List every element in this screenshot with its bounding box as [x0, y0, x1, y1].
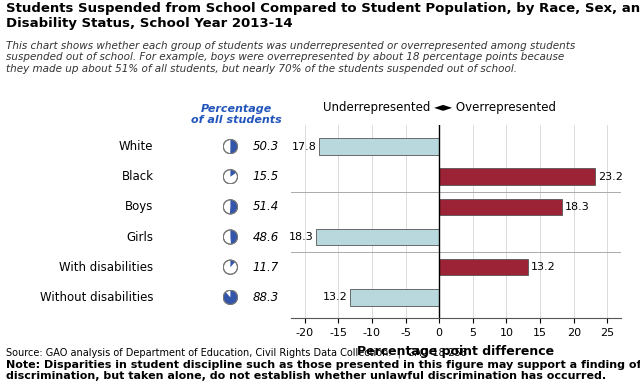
Text: 23.2: 23.2: [598, 172, 623, 182]
Wedge shape: [230, 200, 237, 214]
Text: 11.7: 11.7: [253, 261, 279, 274]
Bar: [316, 229, 439, 245]
Text: Girls: Girls: [127, 230, 154, 244]
Bar: [350, 289, 439, 306]
Text: 48.6: 48.6: [253, 230, 279, 244]
Circle shape: [223, 290, 237, 305]
Text: 18.3: 18.3: [289, 232, 314, 242]
Text: 15.5: 15.5: [253, 170, 279, 183]
Text: 13.2: 13.2: [531, 262, 556, 272]
Text: 18.3: 18.3: [565, 202, 589, 212]
Bar: [439, 259, 528, 276]
Bar: [319, 138, 439, 155]
Text: Underrepresented ◄► Overrepresented: Underrepresented ◄► Overrepresented: [323, 101, 556, 114]
Text: White: White: [119, 140, 154, 153]
Text: This chart shows whether each group of students was underrepresented or overrepr: This chart shows whether each group of s…: [6, 41, 575, 74]
Text: With disabilities: With disabilities: [60, 261, 154, 274]
Text: 17.8: 17.8: [292, 142, 317, 152]
Text: 13.2: 13.2: [323, 292, 348, 302]
Text: 51.4: 51.4: [253, 200, 279, 213]
Circle shape: [223, 139, 237, 154]
Text: Students Suspended from School Compared to Student Population, by Race, Sex, and: Students Suspended from School Compared …: [6, 2, 640, 30]
X-axis label: Percentage point difference: Percentage point difference: [357, 345, 555, 358]
Wedge shape: [230, 170, 236, 177]
Text: 88.3: 88.3: [253, 291, 279, 304]
Wedge shape: [230, 230, 237, 244]
Text: Percentage
of all students: Percentage of all students: [191, 104, 282, 125]
Text: Note: Disparities in student discipline such as those presented in this figure m: Note: Disparities in student discipline …: [6, 360, 640, 381]
Wedge shape: [223, 290, 237, 304]
Text: Black: Black: [122, 170, 154, 183]
Text: Boys: Boys: [125, 200, 154, 213]
Circle shape: [223, 260, 237, 274]
Circle shape: [223, 200, 237, 214]
Wedge shape: [230, 260, 235, 267]
Text: 50.3: 50.3: [253, 140, 279, 153]
Bar: [439, 198, 563, 215]
Wedge shape: [230, 140, 237, 154]
Text: Without disabilities: Without disabilities: [40, 291, 154, 304]
Circle shape: [223, 169, 237, 184]
Bar: [439, 168, 595, 185]
Text: Source: GAO analysis of Department of Education, Civil Rights Data Collection.  : Source: GAO analysis of Department of Ed…: [6, 347, 467, 358]
Circle shape: [223, 230, 237, 244]
